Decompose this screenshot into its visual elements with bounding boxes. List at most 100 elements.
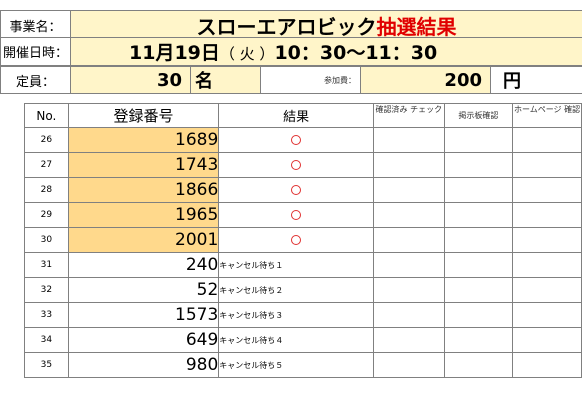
capacity-unit: 名 — [190, 66, 261, 94]
date-label: 開催日時： — [0, 37, 71, 66]
homepage-check-cell — [512, 252, 582, 278]
fee-value: 200 — [360, 66, 491, 94]
event-title-suffix: 抽選結果 — [376, 15, 457, 39]
board-check-cell — [443, 152, 514, 178]
row-number: 28 — [24, 177, 69, 203]
registration-number: 980 — [67, 352, 220, 378]
homepage-check-cell — [512, 127, 582, 153]
row-number: 30 — [24, 227, 69, 253]
row-number: 31 — [24, 252, 69, 278]
registration-number: 1743 — [67, 152, 220, 178]
homepage-check-cell — [512, 152, 582, 178]
registration-number: 240 — [67, 252, 220, 278]
board-check-cell — [443, 352, 514, 378]
registration-number: 52 — [67, 277, 220, 303]
homepage-check-cell — [512, 277, 582, 303]
col-header-homepage-check: ホームページ 確認 — [512, 103, 582, 128]
date-header: 開催日時： 11月19日（ 火 ）10：30〜11：30 — [0, 37, 582, 66]
date-weekday: （ 火 ） — [219, 45, 275, 63]
confirmed-check-cell — [372, 177, 445, 203]
homepage-check-cell — [512, 227, 582, 253]
confirmed-check-cell — [372, 252, 445, 278]
col-header-registration: 登録番号 — [67, 103, 220, 128]
row-number: 32 — [24, 277, 69, 303]
board-check-cell — [443, 177, 514, 203]
confirmed-check-cell — [372, 352, 445, 378]
win-circle-icon — [291, 135, 302, 145]
col-header-no: No. — [24, 103, 69, 128]
table-row: 26 1689 — [24, 127, 582, 153]
result-cell — [218, 227, 374, 253]
confirmed-check-cell — [372, 277, 445, 303]
confirmed-check-cell — [372, 302, 445, 328]
result-cell — [218, 127, 374, 153]
row-number: 35 — [24, 352, 69, 378]
table-row: 32 52 キャンセル待ち２ — [24, 277, 582, 303]
board-check-cell — [443, 252, 514, 278]
row-number: 26 — [24, 127, 69, 153]
registration-number: 1573 — [67, 302, 220, 328]
capacity-label: 定員： — [0, 66, 71, 94]
result-cell — [218, 177, 374, 203]
confirmed-check-cell — [372, 227, 445, 253]
homepage-check-cell — [512, 352, 582, 378]
board-check-cell — [443, 327, 514, 353]
result-cell: キャンセル待ち４ — [218, 327, 374, 353]
table-row: 34 649 キャンセル待ち４ — [24, 327, 582, 353]
table-row: 31 240 キャンセル待ち１ — [24, 252, 582, 278]
registration-number: 1965 — [67, 202, 220, 228]
col-header-result: 結果 — [218, 103, 374, 128]
registration-number: 649 — [67, 327, 220, 353]
board-check-cell — [443, 277, 514, 303]
table-row: 30 2001 — [24, 227, 582, 253]
result-cell: キャンセル待ち２ — [218, 277, 374, 303]
table-header-row: No. 登録番号 結果 確認済み チェック 掲示板確認 ホームページ 確認 — [24, 103, 582, 128]
col-header-confirmed-check: 確認済み チェック — [372, 103, 445, 128]
registration-number: 1866 — [67, 177, 220, 203]
capacity-header: 定員： 30 名 参加費： 200 円 — [0, 66, 582, 94]
table-row: 28 1866 — [24, 177, 582, 203]
col-header-board-check: 掲示板確認 — [443, 103, 514, 128]
fee-label: 参加費： — [260, 66, 361, 94]
result-cell: キャンセル待ち１ — [218, 252, 374, 278]
board-check-cell — [443, 227, 514, 253]
homepage-check-cell — [512, 327, 582, 353]
result-cell: キャンセル待ち３ — [218, 302, 374, 328]
date-main: 11月19日 — [129, 42, 220, 64]
row-number: 27 — [24, 152, 69, 178]
row-number: 29 — [24, 202, 69, 228]
fee-unit: 円 — [490, 66, 582, 94]
board-check-cell — [443, 302, 514, 328]
row-number: 34 — [24, 327, 69, 353]
table-row: 35 980 キャンセル待ち５ — [24, 352, 582, 378]
registration-number: 2001 — [67, 227, 220, 253]
win-circle-icon — [291, 235, 302, 245]
confirmed-check-cell — [372, 152, 445, 178]
result-cell: キャンセル待ち５ — [218, 352, 374, 378]
win-circle-icon — [291, 210, 302, 220]
table-row: 27 1743 — [24, 152, 582, 178]
homepage-check-cell — [512, 177, 582, 203]
win-circle-icon — [291, 185, 302, 195]
event-label: 事業名： — [0, 10, 71, 41]
board-check-cell — [443, 202, 514, 228]
table-row: 33 1573 キャンセル待ち３ — [24, 302, 582, 328]
win-circle-icon — [291, 160, 302, 170]
event-title-main: スローエアロビック — [196, 15, 377, 39]
confirmed-check-cell — [372, 202, 445, 228]
lottery-results-table: No. 登録番号 結果 確認済み チェック 掲示板確認 ホームページ 確認 26… — [24, 103, 582, 378]
result-cell — [218, 202, 374, 228]
table-row: 29 1965 — [24, 202, 582, 228]
confirmed-check-cell — [372, 327, 445, 353]
result-cell — [218, 152, 374, 178]
board-check-cell — [443, 127, 514, 153]
capacity-value: 30 — [70, 66, 191, 94]
event-date: 11月19日（ 火 ）10：30〜11：30 — [70, 37, 582, 66]
confirmed-check-cell — [372, 127, 445, 153]
homepage-check-cell — [512, 302, 582, 328]
event-title: スローエアロビック抽選結果 — [70, 10, 582, 41]
homepage-check-cell — [512, 202, 582, 228]
date-time: 10：30〜11：30 — [274, 42, 438, 64]
row-number: 33 — [24, 302, 69, 328]
registration-number: 1689 — [67, 127, 220, 153]
